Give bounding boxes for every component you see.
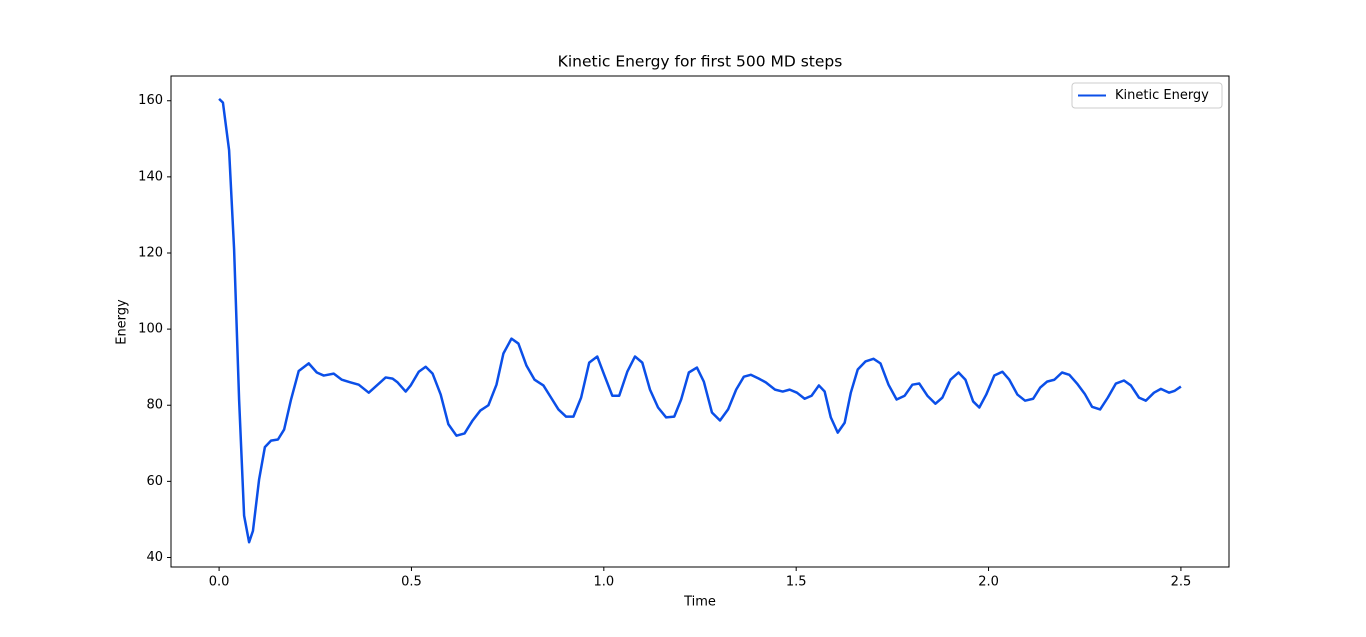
x-tick-label: 0.5 [401,575,422,590]
y-tick-label: 40 [146,550,163,565]
x-tick-label: 1.5 [786,575,807,590]
legend-box [1071,82,1223,109]
chart-title: Kinetic Energy for first 500 MD steps [558,53,843,71]
x-tick-label: 0.0 [209,575,230,590]
x-tick-label: 1.0 [593,575,614,590]
x-tick-label: 2.5 [1171,575,1192,590]
y-tick-label: 60 [146,474,163,489]
x-axis-label: Time [683,595,716,610]
legend-label: Kinetic Energy [1115,88,1209,103]
plot-frame [170,75,1230,568]
y-tick-label: 160 [138,93,163,108]
y-tick-label: 80 [146,398,163,413]
y-tick-label: 140 [138,169,163,184]
line-series [218,97,1182,544]
y-tick-label: 100 [138,322,163,337]
x-tick-label: 2.0 [978,575,999,590]
y-axis-label: Energy [115,299,130,345]
y-tick-label: 120 [138,245,163,260]
